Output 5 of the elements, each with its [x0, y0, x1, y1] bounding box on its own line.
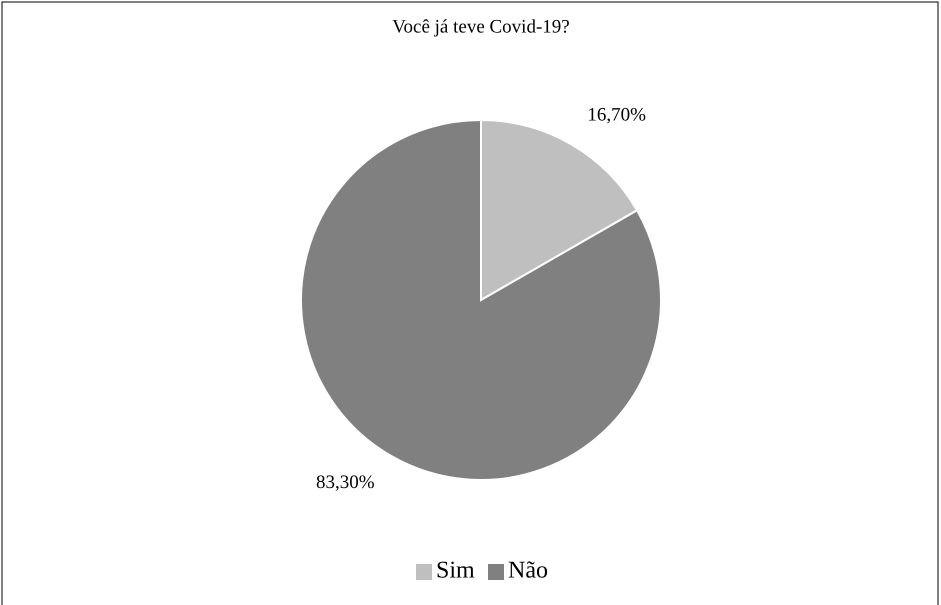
legend-label: Não [508, 558, 548, 584]
chart-title: Você já teve Covid-19? [392, 16, 570, 38]
data-label: 83,30% [316, 472, 375, 494]
data-label: 16,70% [587, 104, 646, 126]
legend-label: Sim [436, 558, 476, 584]
